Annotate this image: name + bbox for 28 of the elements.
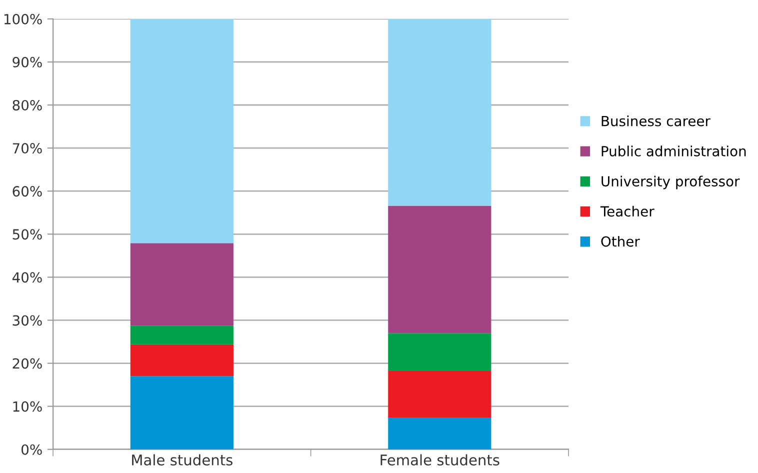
bar (130, 376, 234, 450)
bar (388, 206, 492, 334)
bar (130, 344, 234, 376)
y-tick-label: 0% (22, 444, 42, 455)
y-tick-label: 50% (12, 229, 42, 240)
y-tick-label: 10% (13, 401, 42, 412)
legend-label: University professor (602, 176, 740, 190)
y-tick-label: 80% (12, 100, 42, 110)
y-tick-label: 40% (12, 272, 42, 283)
bar (388, 371, 492, 418)
y-tick-label: 30% (12, 315, 42, 326)
x-tick-label: Male students (132, 454, 232, 466)
y-tick-label: 100% (4, 14, 42, 24)
legend-label: Other (601, 236, 640, 247)
y-tick-label: 70% (12, 143, 42, 154)
legend-label: Teacher (600, 206, 654, 217)
y-tick-label: 20% (12, 358, 42, 369)
legend-label: Public administration (602, 146, 746, 156)
legend-label: Business career (602, 116, 710, 126)
y-tick-label: 60% (12, 186, 42, 197)
x-tick-label: Female students (380, 454, 500, 466)
bar (130, 243, 234, 326)
bar (388, 418, 492, 450)
bar (388, 18, 492, 206)
y-tick-label: 90% (12, 56, 42, 68)
bar (130, 326, 234, 344)
bar (388, 333, 492, 372)
bar (130, 18, 234, 244)
